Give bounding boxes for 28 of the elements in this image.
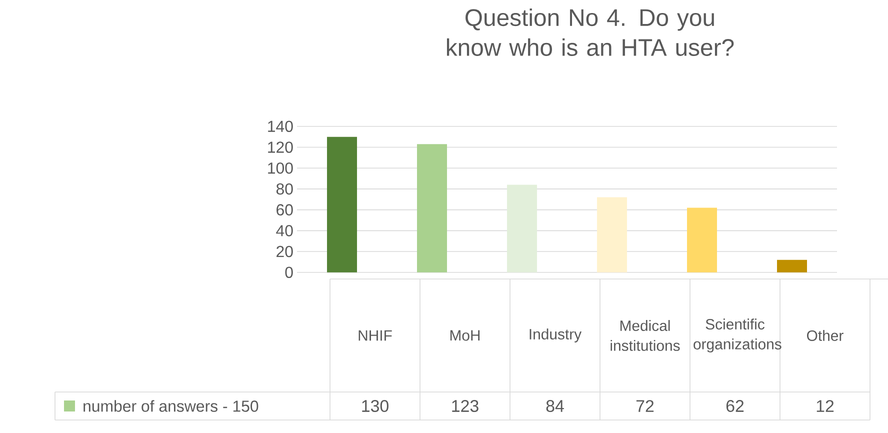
x-tick-label: Industry	[530, 328, 582, 342]
y-tick-label: 20	[276, 246, 293, 258]
y-tick-label: 60	[276, 204, 293, 216]
bar	[777, 260, 808, 272]
legend-label: number of answers - 150	[84, 400, 258, 412]
data-label: 62	[726, 400, 744, 412]
bar	[417, 144, 448, 272]
y-tick-label: 80	[276, 183, 293, 195]
x-tick-label: Other	[807, 330, 844, 341]
y-tick-label: 140	[268, 120, 293, 132]
data-label: 130	[362, 400, 388, 412]
y-tick-label: 120	[268, 142, 293, 153]
data-label: 123	[452, 400, 478, 412]
y-tick-label: 0	[285, 266, 293, 278]
y-tick-label: 100	[268, 162, 293, 174]
bar	[327, 136, 358, 272]
x-tick-label: MoH	[450, 330, 480, 341]
data-label: 12	[816, 400, 834, 412]
chart-title: Question No 4. Do you know who is an HTA user?	[446, 8, 734, 56]
data-label: 84	[546, 400, 564, 412]
x-tick-label: Medical institutions	[610, 320, 680, 351]
bar	[597, 197, 628, 272]
bar	[507, 184, 538, 272]
x-tick-label: NHIF	[358, 330, 392, 341]
bar	[687, 208, 718, 272]
data-label: 72	[636, 400, 654, 412]
y-tick-label: 40	[276, 225, 293, 236]
x-tick-label: Scientific organizations	[694, 318, 782, 352]
